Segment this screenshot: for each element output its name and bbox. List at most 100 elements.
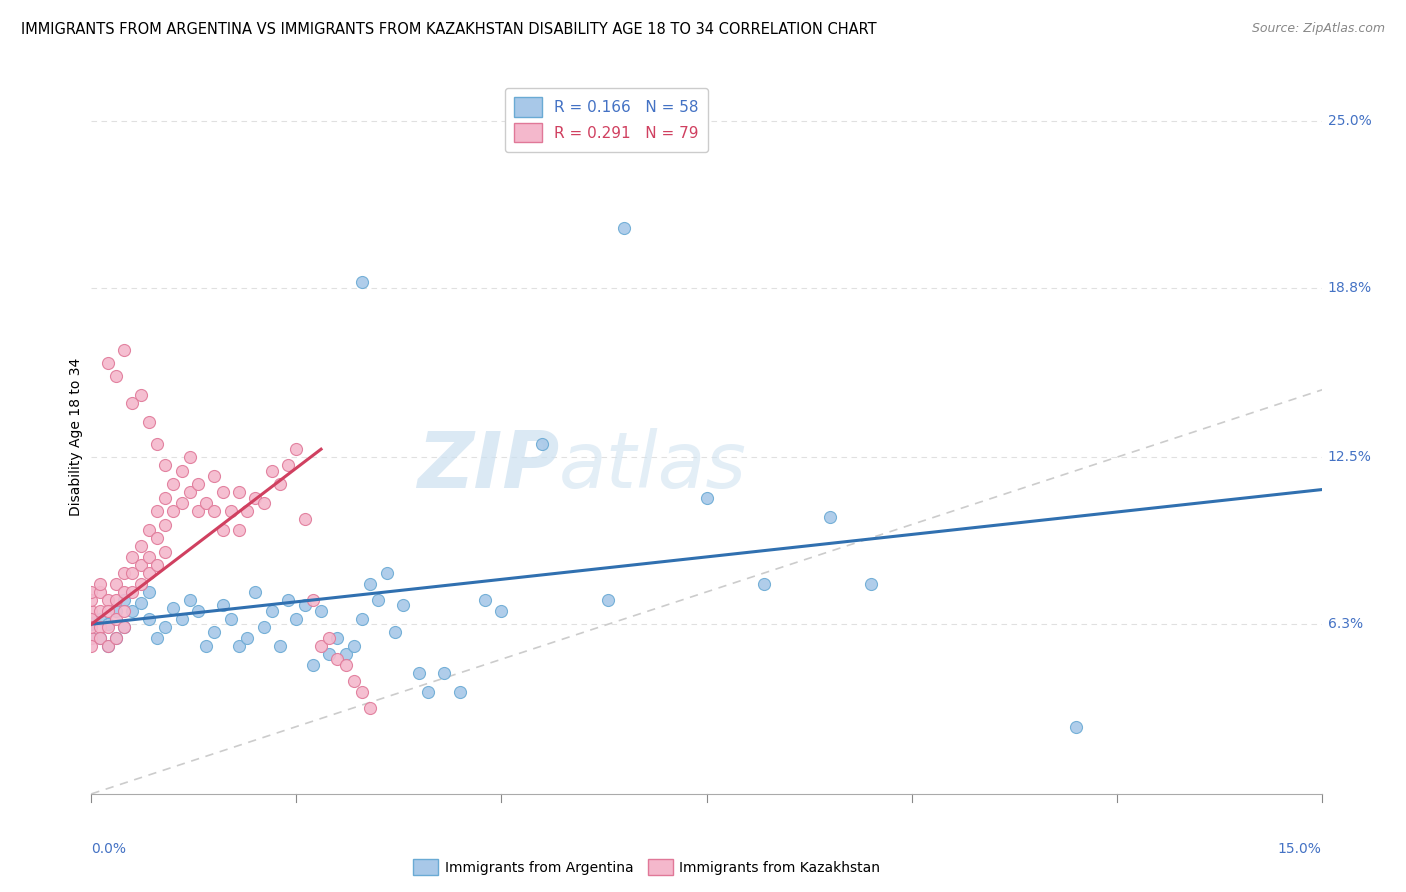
Point [80,631,103,645]
Point [80,617,103,632]
Point [97,639,120,653]
Point [228,639,250,653]
Point [146,531,169,545]
Point [129,388,152,402]
Point [138,415,160,429]
Point [80,604,103,618]
Point [105,631,127,645]
Point [105,577,127,591]
Point [195,639,218,653]
Point [187,504,209,518]
Point [121,604,143,618]
Point [179,485,201,500]
Point [219,504,242,518]
Point [146,558,169,572]
Point [202,504,225,518]
Point [596,593,619,607]
Point [146,504,169,518]
Point [301,593,323,607]
Point [97,620,120,634]
Point [80,593,103,607]
Point [236,631,259,645]
Point [202,625,225,640]
Point [105,369,127,384]
Text: 12.5%: 12.5% [1327,450,1372,464]
Point [343,673,366,688]
Legend: Immigrants from Argentina, Immigrants from Kazakhstan: Immigrants from Argentina, Immigrants fr… [408,854,886,880]
Text: Source: ZipAtlas.com: Source: ZipAtlas.com [1251,22,1385,36]
Point [112,585,135,599]
Point [153,620,177,634]
Point [89,577,111,591]
Point [170,612,193,626]
Point [260,464,283,478]
Point [153,458,177,473]
Point [384,625,406,640]
Point [1064,720,1087,734]
Point [752,577,775,591]
Point [112,343,135,357]
Point [179,593,201,607]
Point [491,604,513,618]
Point [146,631,169,645]
Point [613,221,636,235]
Point [170,496,193,510]
Text: ZIP: ZIP [416,427,558,504]
Point [121,566,143,580]
Point [392,599,415,613]
Point [309,639,332,653]
Point [359,577,381,591]
Text: 15.0%: 15.0% [1278,842,1322,856]
Point [219,612,242,626]
Point [416,684,439,698]
Point [202,469,225,483]
Point [170,464,193,478]
Point [433,665,456,680]
Point [318,647,340,661]
Point [359,700,381,714]
Point [80,585,103,599]
Point [318,631,340,645]
Point [195,496,218,510]
Point [236,504,259,518]
Point [80,612,103,626]
Point [89,585,111,599]
Point [112,620,135,634]
Point [367,593,389,607]
Point [375,566,398,580]
Point [121,549,143,564]
Point [253,496,276,510]
Point [228,523,250,537]
Point [352,684,374,698]
Point [129,596,152,610]
Point [211,523,233,537]
Point [105,604,127,618]
Point [285,442,308,457]
Point [138,566,160,580]
Point [162,477,184,491]
Text: atlas: atlas [558,427,747,504]
Point [89,631,111,645]
Point [352,612,374,626]
Point [138,523,160,537]
Point [112,566,135,580]
Point [269,477,291,491]
Point [105,631,127,645]
Point [179,450,201,465]
Text: 25.0%: 25.0% [1327,113,1371,128]
Point [294,512,316,526]
Point [211,485,233,500]
Point [269,639,291,653]
Point [294,599,316,613]
Point [474,593,496,607]
Y-axis label: Disability Age 18 to 34: Disability Age 18 to 34 [69,358,83,516]
Legend: R = 0.166   N = 58, R = 0.291   N = 79: R = 0.166 N = 58, R = 0.291 N = 79 [505,88,707,152]
Point [343,639,366,653]
Point [89,631,111,645]
Point [309,604,332,618]
Text: IMMIGRANTS FROM ARGENTINA VS IMMIGRANTS FROM KAZAKHSTAN DISABILITY AGE 18 TO 34 : IMMIGRANTS FROM ARGENTINA VS IMMIGRANTS … [21,22,877,37]
Point [138,585,160,599]
Point [162,504,184,518]
Point [80,620,103,634]
Point [285,612,308,626]
